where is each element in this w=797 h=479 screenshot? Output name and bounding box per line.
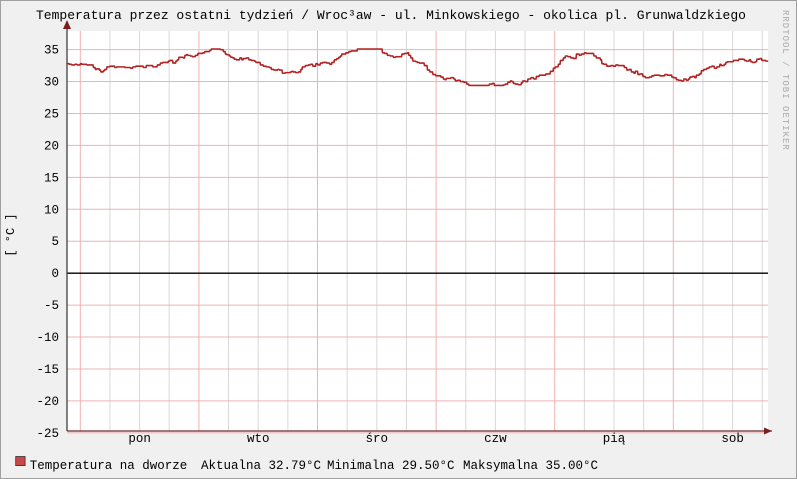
svg-text:wto: wto bbox=[247, 432, 270, 446]
svg-text:35: 35 bbox=[44, 44, 59, 58]
svg-text:-15: -15 bbox=[36, 363, 59, 377]
svg-text:25: 25 bbox=[44, 108, 59, 122]
svg-text:Aktualna 32.79°C: Aktualna 32.79°C bbox=[201, 459, 321, 473]
svg-text:20: 20 bbox=[44, 139, 59, 153]
svg-text:Temperatura przez ostatni tydz: Temperatura przez ostatni tydzień / Wroc… bbox=[36, 8, 746, 23]
svg-text:Temperatura na dworze: Temperatura na dworze bbox=[30, 459, 188, 473]
svg-text:10: 10 bbox=[44, 203, 59, 217]
svg-text:pon: pon bbox=[128, 432, 151, 446]
svg-text:-25: -25 bbox=[36, 427, 59, 441]
svg-text:sob: sob bbox=[721, 432, 744, 446]
svg-text:śro: śro bbox=[366, 432, 389, 446]
svg-text:Maksymalna 35.00°C: Maksymalna 35.00°C bbox=[463, 459, 598, 473]
svg-text:15: 15 bbox=[44, 171, 59, 185]
svg-text:0: 0 bbox=[51, 267, 59, 281]
svg-text:Minimalna 29.50°C: Minimalna 29.50°C bbox=[327, 459, 455, 473]
svg-text:[ °C ]: [ °C ] bbox=[4, 213, 18, 256]
svg-text:30: 30 bbox=[44, 76, 59, 90]
svg-text:-5: -5 bbox=[44, 299, 59, 313]
svg-text:czw: czw bbox=[484, 432, 507, 446]
svg-text:5: 5 bbox=[51, 235, 59, 249]
svg-text:pią: pią bbox=[603, 432, 626, 446]
svg-text:-10: -10 bbox=[36, 331, 59, 345]
svg-text:-20: -20 bbox=[36, 395, 59, 409]
